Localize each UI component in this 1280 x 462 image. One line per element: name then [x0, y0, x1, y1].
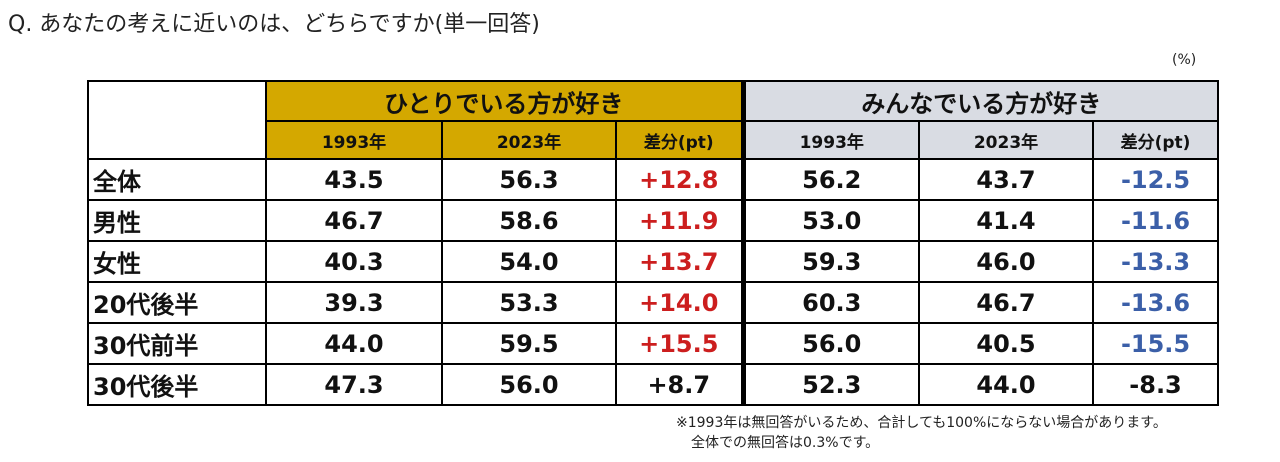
diff-cell: +14.0 [614, 281, 745, 324]
table-row: 女性 40.3 54.0 +13.7 59.3 46.0 -13.3 [87, 240, 1220, 283]
table-row: 男性 46.7 58.6 +11.9 53.0 41.4 -11.6 [87, 199, 1220, 242]
diff-cell: -12.5 [1092, 158, 1220, 201]
diff-cell: -15.5 [1092, 322, 1220, 365]
value-cell: 43.7 [918, 158, 1095, 201]
value-cell: 40.5 [918, 322, 1095, 365]
row-label: 全体 [87, 158, 267, 201]
value-cell: 44.0 [265, 322, 443, 365]
question-title: Q. あなたの考えに近いのは、どちらですか(単一回答) [8, 12, 540, 37]
value-cell: 60.3 [740, 281, 921, 324]
value-cell: 40.3 [265, 240, 443, 283]
footnote-line: 全体での無回答は0.3%です。 [691, 435, 880, 451]
value-cell: 53.0 [740, 199, 921, 242]
table-row: 20代後半 39.3 53.3 +14.0 60.3 46.7 -13.6 [87, 281, 1220, 324]
value-cell: 44.0 [918, 363, 1095, 406]
survey-table: ひとりでいる方が好き みんなでいる方が好き 1993年 2023年 差分(pt)… [87, 80, 1220, 406]
value-cell: 56.3 [441, 158, 617, 201]
value-cell: 46.0 [918, 240, 1095, 283]
corner-cell [87, 80, 267, 160]
row-label: 女性 [87, 240, 267, 283]
table-row: 30代後半 47.3 56.0 +8.7 52.3 44.0 -8.3 [87, 363, 1220, 406]
value-cell: 54.0 [441, 240, 617, 283]
diff-cell: +12.8 [614, 158, 745, 201]
value-cell: 52.3 [740, 363, 921, 406]
group-header-alone: ひとりでいる方が好き [264, 80, 745, 122]
value-cell: 46.7 [918, 281, 1095, 324]
footnotes: ※1993年は無回答がいるため、合計しても100%にならない場合があります。 全… [676, 413, 1167, 453]
row-label: 30代後半 [87, 363, 267, 406]
value-cell: 46.7 [265, 199, 443, 242]
value-cell: 56.0 [441, 363, 617, 406]
unit-label: (%) [1172, 52, 1197, 68]
group-header-together: みんなでいる方が好き [740, 80, 1220, 122]
subheader-together-2023: 2023年 [918, 120, 1095, 160]
diff-cell: -13.3 [1092, 240, 1220, 283]
subheader-alone-2023: 2023年 [441, 120, 617, 160]
row-label: 男性 [87, 199, 267, 242]
row-label: 30代前半 [87, 322, 267, 365]
table-row: 全体 43.5 56.3 +12.8 56.2 43.7 -12.5 [87, 158, 1220, 201]
table-row: 30代前半 44.0 59.5 +15.5 56.0 40.5 -15.5 [87, 322, 1220, 365]
subheader-together-1993: 1993年 [740, 120, 921, 160]
value-cell: 39.3 [265, 281, 443, 324]
diff-cell: -13.6 [1092, 281, 1220, 324]
diff-cell: +15.5 [614, 322, 745, 365]
row-label: 20代後半 [87, 281, 267, 324]
subheader-alone-diff: 差分(pt) [614, 120, 745, 160]
subheader-together-diff: 差分(pt) [1092, 120, 1220, 160]
value-cell: 59.5 [441, 322, 617, 365]
value-cell: 56.2 [740, 158, 921, 201]
value-cell: 47.3 [265, 363, 443, 406]
subheader-alone-1993: 1993年 [265, 120, 443, 160]
diff-cell: -8.3 [1092, 363, 1220, 406]
diff-cell: +11.9 [614, 199, 745, 242]
footnote-line: ※1993年は無回答がいるため、合計しても100%にならない場合があります。 [676, 415, 1167, 431]
value-cell: 56.0 [740, 322, 921, 365]
value-cell: 59.3 [740, 240, 921, 283]
value-cell: 41.4 [918, 199, 1095, 242]
diff-cell: +13.7 [614, 240, 745, 283]
diff-cell: -11.6 [1092, 199, 1220, 242]
value-cell: 43.5 [265, 158, 443, 201]
value-cell: 58.6 [441, 199, 617, 242]
diff-cell: +8.7 [614, 363, 745, 406]
value-cell: 53.3 [441, 281, 617, 324]
table-body: 全体 43.5 56.3 +12.8 56.2 43.7 -12.5 男性 46.7 58.6 +1… [87, 158, 1220, 406]
